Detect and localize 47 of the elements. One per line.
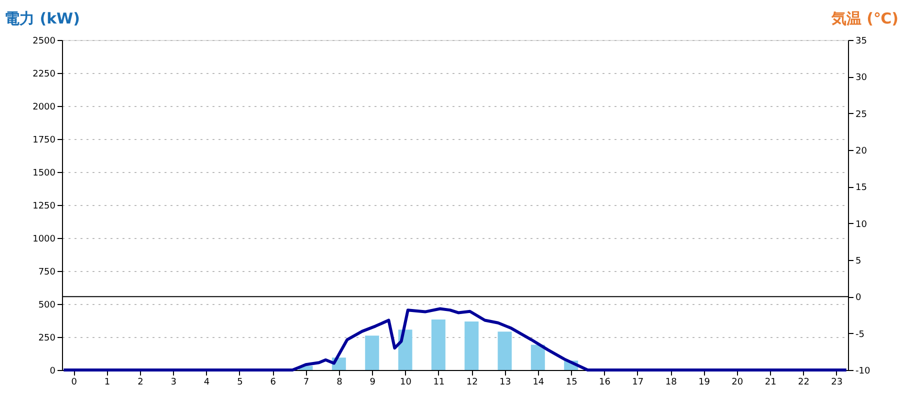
x-tick-label: 1 [104,378,110,388]
x-tick-label: 4 [204,378,210,388]
y2-tick-label: 0 [856,293,862,304]
y2-tick-label: 30 [856,73,868,84]
x-tick-label: 7 [303,378,310,388]
y2-tick-label: 20 [856,146,868,156]
y2-tick-label: -5 [856,330,864,340]
y-tick-label: 750 [38,268,56,278]
x-tick-label: 2 [138,378,144,388]
y2-tick-label: 25 [856,110,867,120]
x-tick-label: 18 [665,378,678,388]
y2-tick-label: -10 [856,366,870,376]
y2-tick-label: 15 [856,183,867,194]
x-tick-label: 23 [831,378,843,388]
x-tick-label: 10 [400,378,412,388]
x-tick-label: 15 [566,378,578,388]
y-tick-label: 500 [38,300,56,310]
y2-axis-title: 気温 (℃) [830,10,898,28]
x-tick-label: 0 [71,378,78,388]
x-tick-label: 9 [370,378,376,388]
x-tick-label: 22 [798,378,810,388]
y-tick-label: 2500 [32,36,56,46]
y-axis-title: 電力 (kW) [4,10,80,28]
x-tick-label: 12 [466,378,478,388]
x-tick-label: 20 [732,378,744,388]
y-tick-label: 2250 [32,70,56,80]
y-tick-label: 0 [50,366,56,376]
y-tick-label: 250 [38,334,56,344]
y2-tick-label: 35 [856,36,867,46]
x-tick-label: 16 [599,378,611,388]
x-tick-label: 17 [632,378,644,388]
x-tick-label: 8 [336,378,343,388]
y-tick-label: 1000 [32,234,56,244]
x-tick-label: 14 [532,378,544,388]
y-tick-label: 1250 [32,202,56,212]
x-tick-label: 5 [237,378,243,388]
x-tick-label: 11 [433,378,445,388]
y-tick-label: 1500 [32,168,56,178]
x-tick-label: 19 [698,378,710,388]
x-tick-label: 3 [170,378,176,388]
x-tick-label: 6 [270,378,276,388]
y2-tick-label: 10 [856,220,868,230]
x-tick-label: 21 [764,378,776,388]
y-tick-label: 2000 [32,102,56,112]
y-tick-label: 1750 [32,136,56,146]
x-tick-label: 13 [500,378,511,388]
y2-tick-label: 5 [856,256,862,266]
